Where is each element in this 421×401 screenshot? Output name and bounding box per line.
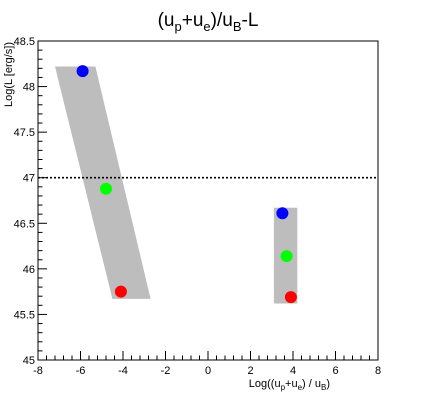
x-tick-label: 0 (205, 365, 211, 377)
x-tick-label: -2 (161, 365, 171, 377)
y-tick-label: 47.5 (14, 127, 35, 139)
x-tick-label: 6 (332, 365, 338, 377)
x-axis-ticks: -8 -6 -4 -2 0 2 4 6 8 (33, 351, 381, 377)
chart-title: (up+ue)/uB-L (158, 10, 259, 34)
y-tick-label: 47 (23, 173, 35, 185)
y-tick-label: 48.5 (14, 36, 35, 48)
data-point-3 (114, 285, 127, 298)
x-tick-label: -4 (118, 365, 128, 377)
data-point-5 (280, 250, 293, 263)
y-tick-label: 45.5 (14, 309, 35, 321)
y-axis-ticks: 45 45.5 46 46.5 47 47.5 48 48.5 (14, 36, 47, 367)
x-tick-label: -8 (33, 365, 43, 377)
y-tick-label: 46 (23, 264, 35, 276)
data-point-1 (76, 65, 89, 78)
y-axis-title: Log(L [erg/s]) (3, 42, 15, 107)
y-tick-label: 46.5 (14, 218, 35, 230)
y-tick-label: 48 (23, 82, 35, 94)
y-tick-label: 45 (23, 355, 35, 367)
x-tick-label: 2 (247, 365, 253, 377)
x-tick-label: -6 (76, 365, 86, 377)
x-tick-label: 8 (375, 365, 381, 377)
points-layer (76, 65, 297, 304)
data-point-2 (100, 182, 112, 195)
data-point-6 (284, 291, 297, 304)
x-tick-label: 4 (290, 365, 296, 377)
x-axis-title: Log((up+ue) / uB) (249, 378, 330, 392)
data-point-4 (276, 207, 289, 220)
band-1 (55, 66, 151, 299)
